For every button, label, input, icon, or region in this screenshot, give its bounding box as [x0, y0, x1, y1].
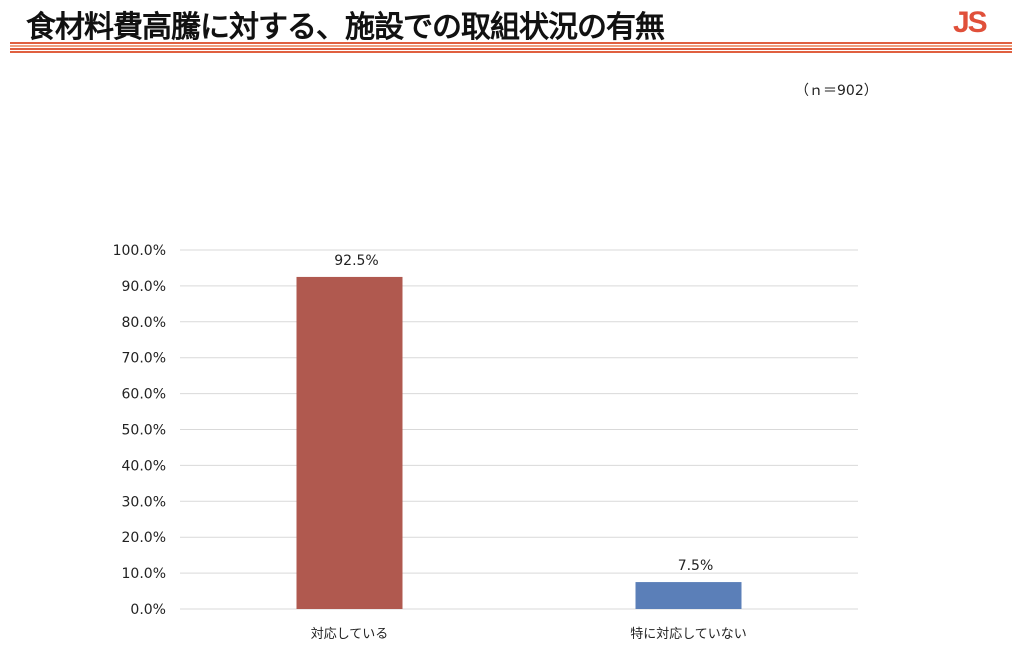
title-divider: [10, 42, 1012, 44]
x-tick-label: 対応している: [311, 627, 389, 642]
y-tick-label: 50.0%: [122, 423, 166, 439]
y-tick-label: 100.0%: [113, 243, 166, 259]
y-tick-label: 30.0%: [122, 494, 166, 510]
y-tick-label: 0.0%: [130, 602, 166, 618]
title-divider: [10, 51, 1012, 53]
y-tick-label: 20.0%: [122, 530, 166, 546]
y-tick-label: 80.0%: [122, 315, 166, 331]
js-logo: JS: [953, 6, 988, 39]
y-tick-label: 40.0%: [122, 458, 166, 474]
x-tick-label: 特に対応していない: [630, 627, 747, 642]
bar: [635, 582, 742, 609]
title-divider: [10, 45, 1012, 47]
y-tick-label: 60.0%: [122, 387, 166, 403]
page-title: 食材料費高騰に対する、施設での取組状況の有無: [26, 10, 665, 45]
data-label: 7.5%: [678, 558, 714, 574]
bar: [296, 276, 403, 609]
y-tick-label: 70.0%: [122, 351, 166, 367]
y-tick-label: 10.0%: [122, 566, 166, 582]
y-tick-label: 90.0%: [122, 279, 166, 295]
sample-size-note: （ｎ＝902）: [795, 83, 878, 99]
data-label: 92.5%: [334, 253, 378, 269]
title-divider: [10, 48, 1012, 50]
